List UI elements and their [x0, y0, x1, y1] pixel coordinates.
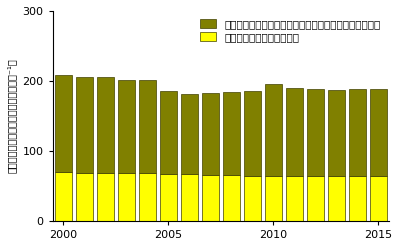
Bar — [265, 84, 282, 176]
Bar — [181, 174, 198, 221]
Bar — [139, 173, 156, 221]
Bar — [97, 77, 114, 173]
Bar — [118, 80, 134, 173]
Bar — [223, 92, 240, 175]
Bar — [118, 173, 134, 221]
Bar — [76, 173, 92, 221]
Bar — [370, 176, 386, 221]
Bar — [328, 176, 344, 221]
Bar — [55, 75, 72, 172]
Bar — [265, 176, 282, 221]
Bar — [223, 175, 240, 221]
Bar — [202, 93, 218, 175]
Bar — [202, 175, 218, 221]
Legend: 食料システムに投入した窒素うち食料とならなかった量, 食料としての窒素の供給量: 食料システムに投入した窒素うち食料とならなかった量, 食料としての窒素の供給量 — [197, 16, 384, 45]
Bar — [244, 91, 260, 176]
Bar — [97, 173, 114, 221]
Y-axis label: 食料システムの窒素の量（万トン・年⁻¹）: 食料システムの窒素の量（万トン・年⁻¹） — [7, 59, 17, 173]
Bar — [139, 80, 156, 173]
Bar — [76, 77, 92, 173]
Bar — [160, 174, 176, 221]
Bar — [307, 89, 324, 176]
Bar — [160, 91, 176, 174]
Bar — [286, 88, 302, 176]
Bar — [370, 89, 386, 176]
Bar — [181, 94, 198, 174]
Bar — [349, 89, 366, 176]
Bar — [349, 176, 366, 221]
Bar — [55, 172, 72, 221]
Bar — [286, 176, 302, 221]
Bar — [307, 176, 324, 221]
Bar — [328, 90, 344, 176]
Bar — [244, 176, 260, 221]
